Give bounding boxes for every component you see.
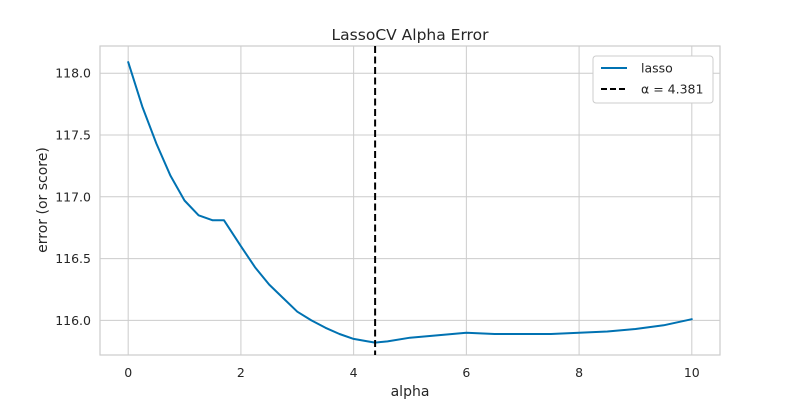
y-tick-label: 116.0 bbox=[55, 313, 91, 328]
grid bbox=[100, 46, 720, 355]
x-tick-label: 10 bbox=[684, 365, 700, 380]
x-axis-label: alpha bbox=[391, 384, 430, 400]
y-tick-label: 116.5 bbox=[55, 251, 91, 266]
x-tick-label: 0 bbox=[124, 365, 132, 380]
series-lines bbox=[127, 61, 693, 344]
legend: lasso α = 4.381 bbox=[592, 55, 714, 104]
y-tick-label: 118.0 bbox=[55, 66, 91, 81]
y-tick-label: 117.0 bbox=[55, 189, 91, 204]
legend-label-alpha: α = 4.381 bbox=[641, 82, 703, 97]
x-tick-label: 2 bbox=[237, 365, 245, 380]
tick-labels: 0 2 4 6 8 10 116.0 116.5 117.0 117.5 118.0 bbox=[55, 66, 700, 380]
x-tick-label: 6 bbox=[462, 365, 470, 380]
x-tick-label: 8 bbox=[575, 365, 583, 380]
chart-title: LassoCV Alpha Error bbox=[332, 26, 490, 44]
legend-label-lasso: lasso bbox=[641, 61, 673, 76]
y-tick-label: 117.5 bbox=[55, 127, 91, 142]
series-line-lasso bbox=[127, 61, 693, 344]
x-tick-label: 4 bbox=[350, 365, 358, 380]
y-axis-label: error (or score) bbox=[35, 147, 51, 253]
